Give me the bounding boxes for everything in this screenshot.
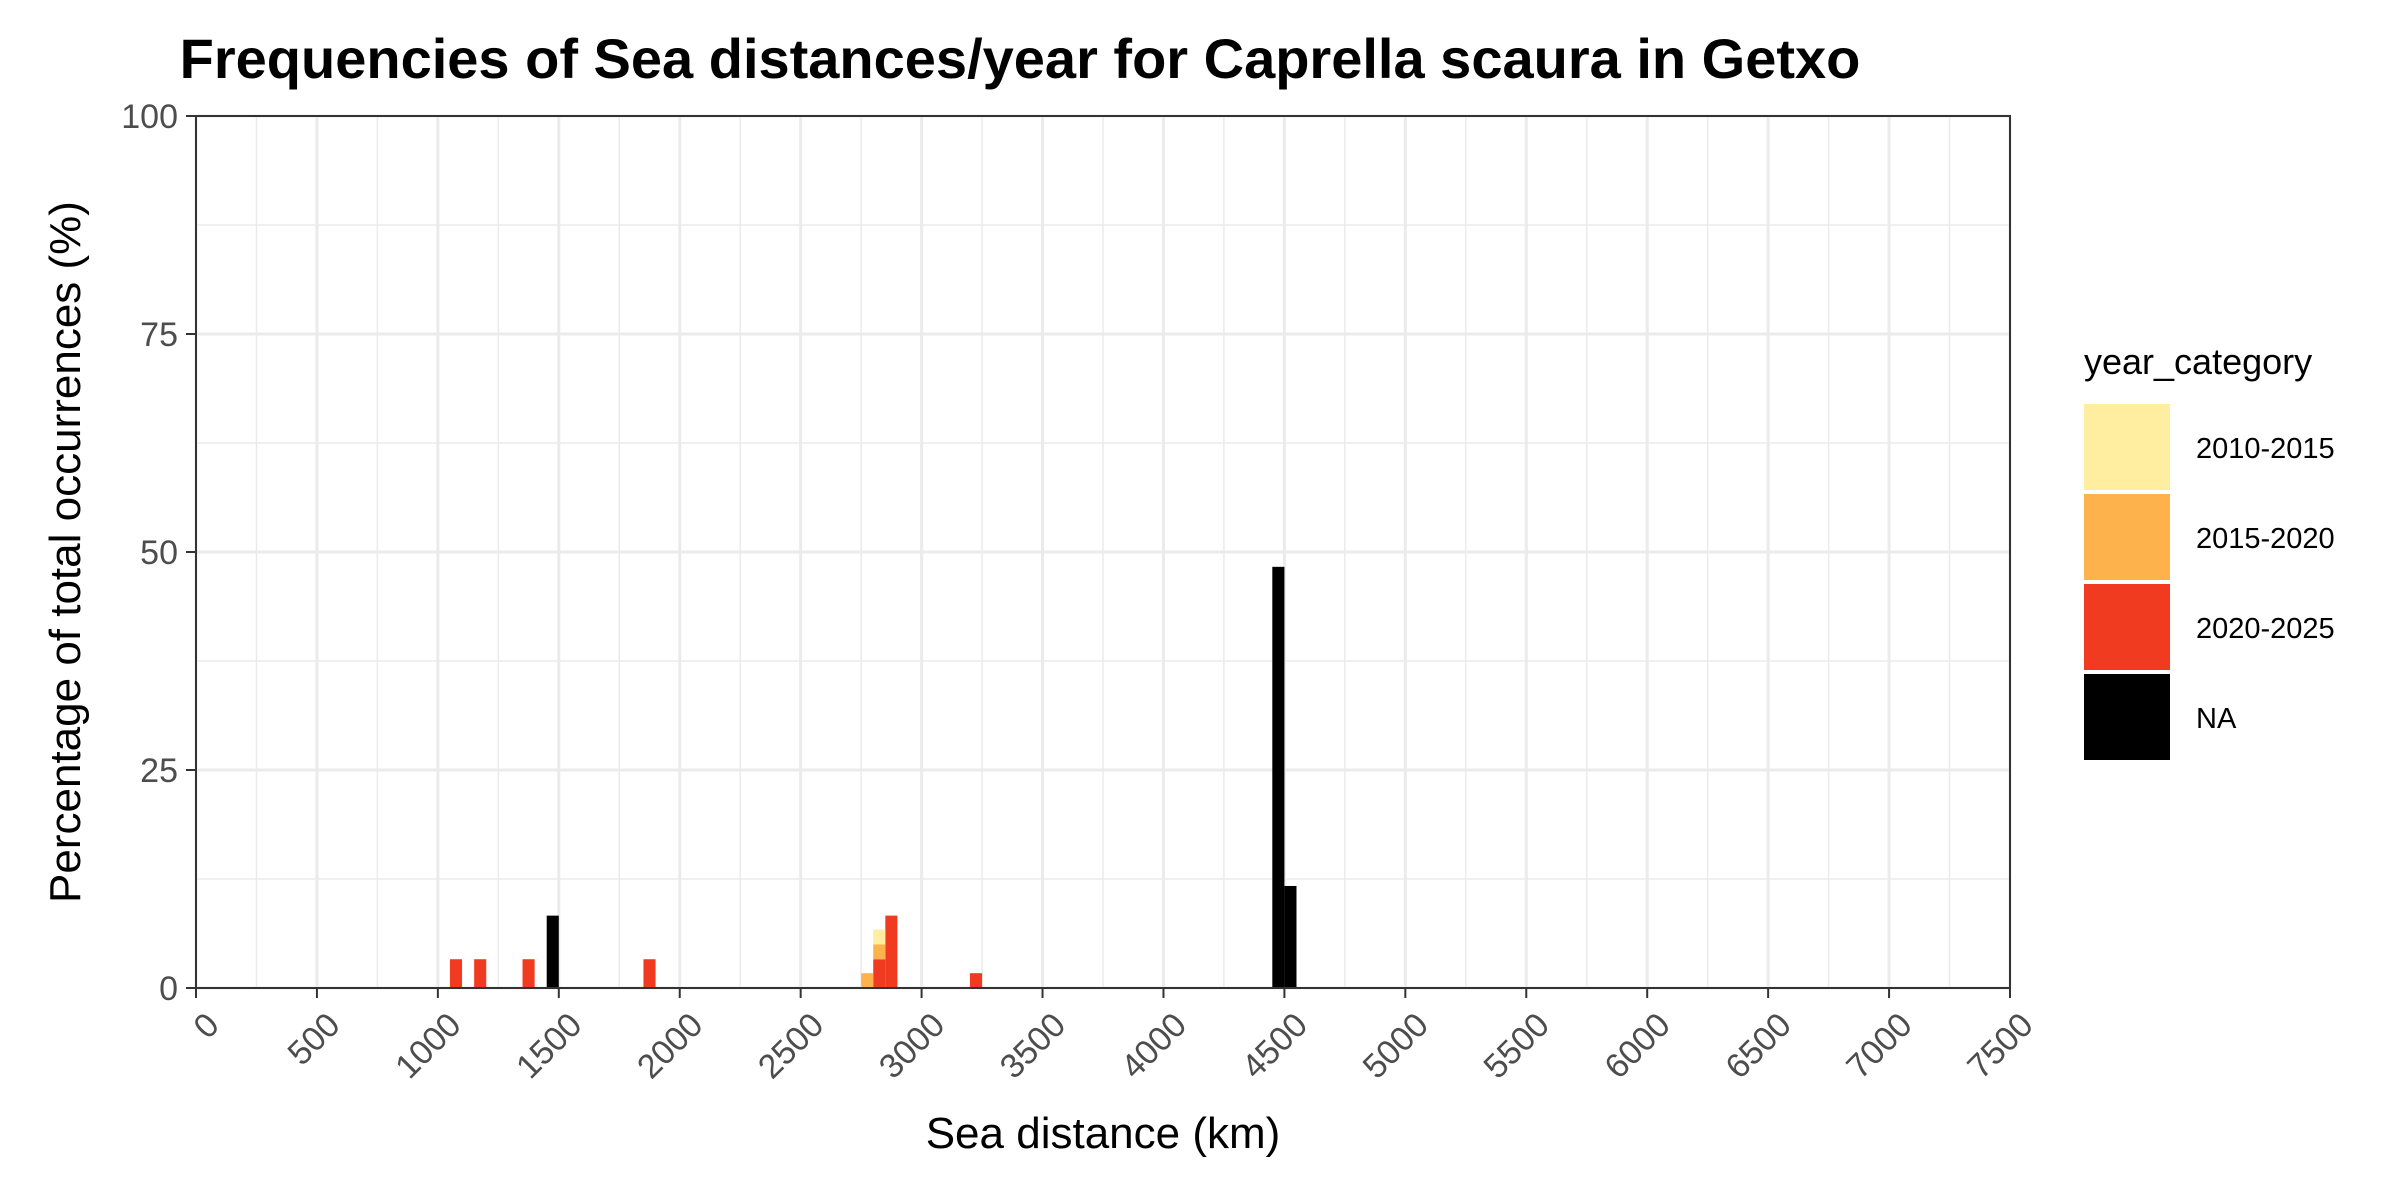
x-tick-label: 5000 [1356, 1006, 1436, 1086]
y-axis-tick-labels: 0 25 50 75 100 [121, 98, 178, 1008]
legend-swatch-2020-2025 [2084, 584, 2170, 670]
y-tick-label: 25 [140, 752, 178, 790]
legend-swatch-2015-2020 [2084, 494, 2170, 580]
x-axis-title: Sea distance (km) [926, 1109, 1281, 1158]
x-tick-label: 0 [186, 1006, 226, 1046]
bar-na [1284, 885, 1297, 988]
x-axis-tick-labels: 0 500 1000 1500 2000 2500 3000 3500 4000 4500 5000… [186, 1006, 2040, 1086]
x-tick-label: 3000 [872, 1006, 952, 1086]
x-tick-label: 2000 [630, 1006, 710, 1086]
chart-title: Frequencies of Sea distances/year for Ca… [180, 27, 1861, 90]
legend-label: 2010-2015 [2196, 433, 2335, 465]
bar-2020-2025 [474, 959, 487, 988]
x-tick-label: 4500 [1235, 1006, 1315, 1086]
bar-na [546, 915, 559, 988]
x-tick-label: 7000 [1839, 1006, 1919, 1086]
bar-2010-2015 [873, 929, 886, 945]
bar-2020-2025 [643, 959, 656, 988]
legend-swatch-2010-2015 [2084, 404, 2170, 490]
bar-2015-2020 [873, 944, 886, 960]
y-tick-label: 75 [140, 316, 178, 354]
x-tick-label: 7500 [1960, 1006, 2040, 1086]
x-tick-label: 3500 [993, 1006, 1073, 1086]
legend: year_category 2010-2015 2015-2020 2020-202… [2084, 341, 2335, 760]
y-tick-label: 0 [159, 970, 178, 1008]
x-tick-label: 6000 [1597, 1006, 1677, 1086]
legend-items: 2010-2015 2015-2020 2020-2025 NA [2084, 404, 2335, 760]
bar-2020-2025 [522, 959, 535, 988]
x-tick-label: 1500 [509, 1006, 589, 1086]
x-tick-label: 500 [281, 1006, 348, 1073]
y-axis-title: Percentage of total occurrences (%) [41, 201, 90, 903]
x-tick-label: 2500 [751, 1006, 831, 1086]
legend-title: year_category [2084, 341, 2312, 382]
legend-label: 2020-2025 [2196, 613, 2335, 645]
bars-group [449, 566, 1297, 988]
x-tick-label: 6500 [1718, 1006, 1798, 1086]
bar-2020-2025 [449, 959, 463, 988]
bar-2020-2025 [873, 959, 886, 988]
legend-label: 2015-2020 [2196, 523, 2335, 555]
bar-2020-2025 [885, 915, 898, 988]
x-tick-label: 4000 [1114, 1006, 1194, 1086]
bar-2020-2025 [969, 973, 983, 988]
x-tick-label: 5500 [1477, 1006, 1557, 1086]
y-tick-label: 100 [121, 98, 178, 136]
legend-label: NA [2196, 703, 2237, 735]
bar-na [1272, 566, 1285, 988]
axis-ticks [186, 115, 2011, 998]
y-tick-label: 50 [140, 534, 178, 572]
x-tick-label: 1000 [388, 1006, 468, 1086]
bar-2015-2020 [861, 973, 874, 988]
legend-swatch-na [2084, 674, 2170, 760]
